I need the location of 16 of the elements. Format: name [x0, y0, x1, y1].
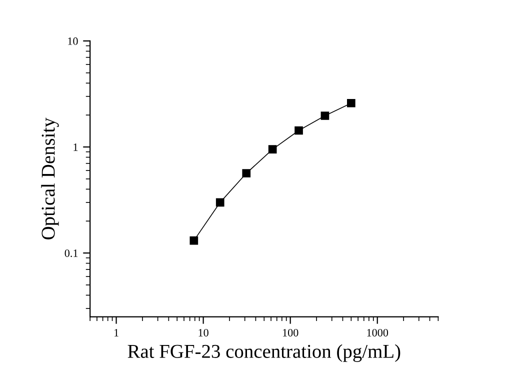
point [216, 198, 224, 207]
y-tick-label: 0.1 [64, 249, 78, 258]
point [268, 145, 277, 154]
x-tick-label: 1 [114, 329, 118, 336]
y-axis-title: Optical Density [41, 118, 59, 240]
x-tick-label: 1000 [367, 328, 388, 336]
x-tick-label: 100 [282, 328, 298, 336]
point [346, 98, 356, 108]
point [294, 126, 303, 135]
x-tick-label: 10 [198, 328, 208, 336]
y-tick-label: 1 [74, 143, 78, 151]
y-tick-label: 10 [68, 37, 78, 45]
point [242, 169, 251, 178]
point [190, 236, 198, 245]
point [320, 112, 330, 120]
x-axis-title: Rat FGF-23 concentration (pg/mL) [128, 344, 400, 362]
